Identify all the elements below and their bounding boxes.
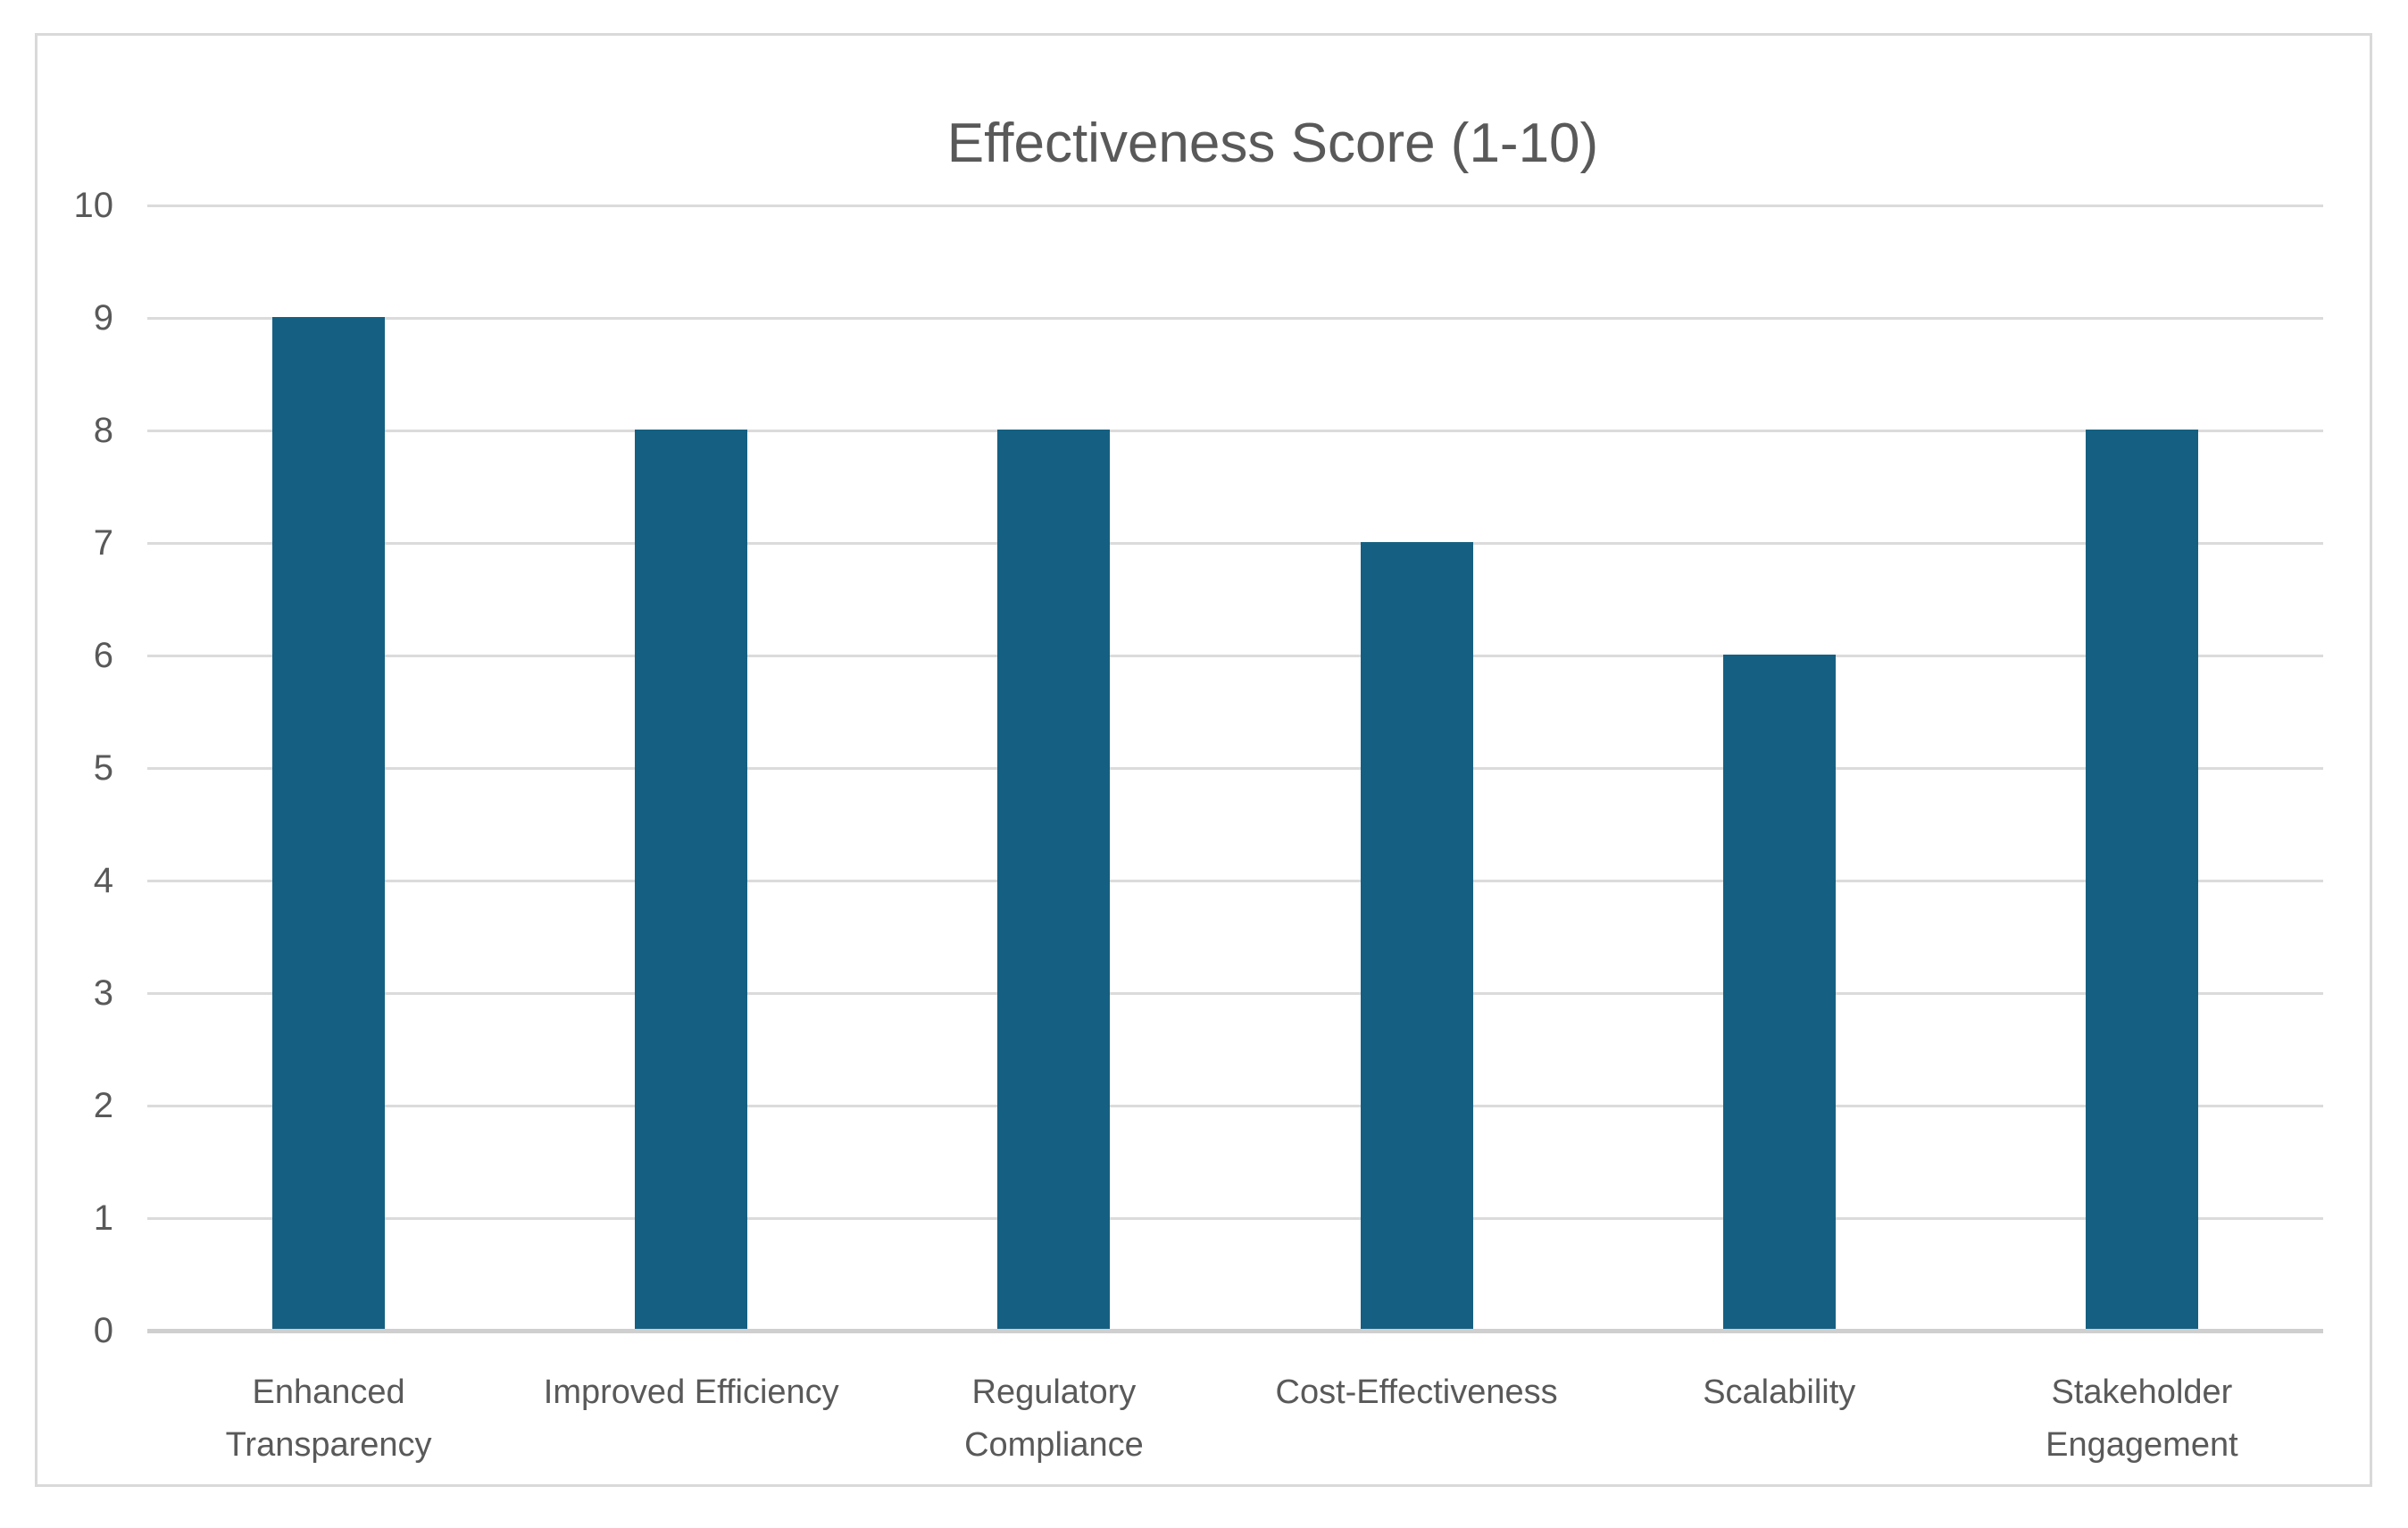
chart-frame: Effectiveness Score (1-10): [35, 33, 2372, 1487]
chart-title: Effectiveness Score (1-10): [946, 113, 1599, 174]
